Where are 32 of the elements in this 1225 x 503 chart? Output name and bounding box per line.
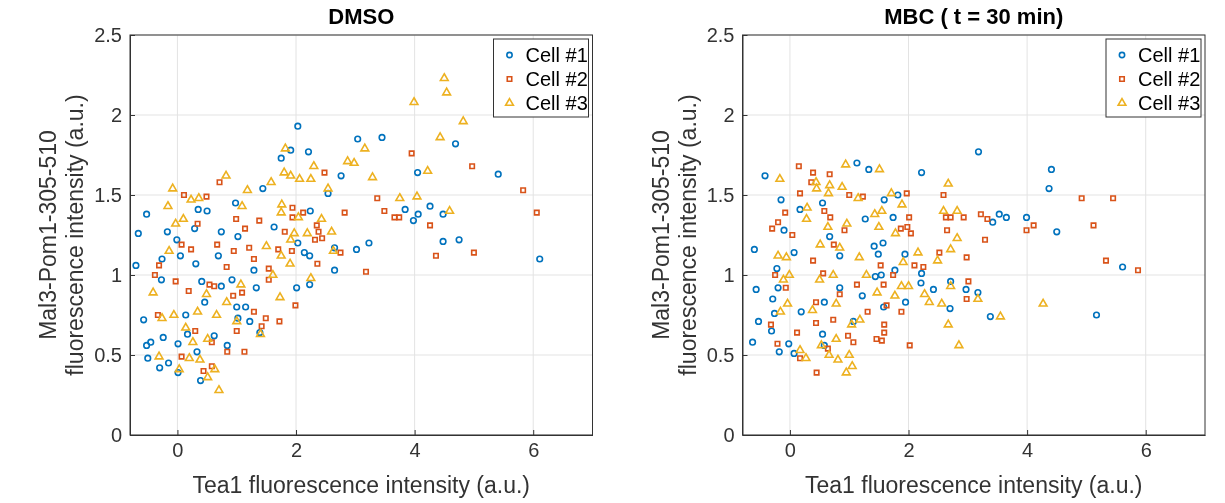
y-axis-title: Mal3-Pom1-305-510 fluorescence intensity (a.u.) (35, 94, 88, 376)
x-tick-label: 0 (784, 439, 796, 462)
y-tick-label: 2 (723, 103, 735, 126)
y-tick-label: 0 (110, 423, 122, 446)
y-tick-label: 0.5 (94, 343, 122, 366)
x-tick-label: 2 (903, 439, 915, 462)
legend-label: Cell #1 (525, 44, 588, 66)
x-axis-title: Tea1 fluorescence intensity (a.u.) (804, 472, 1143, 498)
legend-label: Cell #2 (525, 68, 588, 90)
x-tick-label: 0 (172, 439, 184, 462)
legend-label: Cell #2 (1138, 68, 1201, 90)
y-tick-label: 1.5 (706, 183, 735, 206)
y-tick-label: 1 (723, 263, 735, 286)
y-tick-label: 1 (110, 263, 122, 286)
y-tick-label: 0 (723, 423, 735, 446)
x-tick-label: 4 (1022, 439, 1034, 462)
y-tick-label: 2 (110, 103, 122, 126)
y-tick-label: 0.5 (706, 343, 735, 366)
x-tick-label: 6 (528, 439, 540, 462)
x-tick-label: 6 (1140, 439, 1152, 462)
y-axis-title: Mal3-Pom1-305-510 fluorescence intensity (a.u.) (647, 94, 701, 376)
legend-label: Cell #1 (1138, 44, 1201, 66)
x-axis-title: Tea1 fluorescence intensity (a.u.) (192, 472, 531, 498)
y-tick-label: 2.5 (94, 23, 122, 46)
legend-label: Cell #3 (525, 92, 588, 114)
y-tick-label: 1.5 (94, 183, 122, 206)
x-tick-label: 2 (290, 439, 303, 462)
chart-title: DMSO (328, 4, 395, 29)
chart-title: MBC ( t = 30 min) (884, 4, 1064, 29)
y-tick-label: 2.5 (706, 23, 735, 46)
legend-label: Cell #3 (1138, 92, 1201, 114)
x-tick-label: 4 (409, 439, 421, 462)
